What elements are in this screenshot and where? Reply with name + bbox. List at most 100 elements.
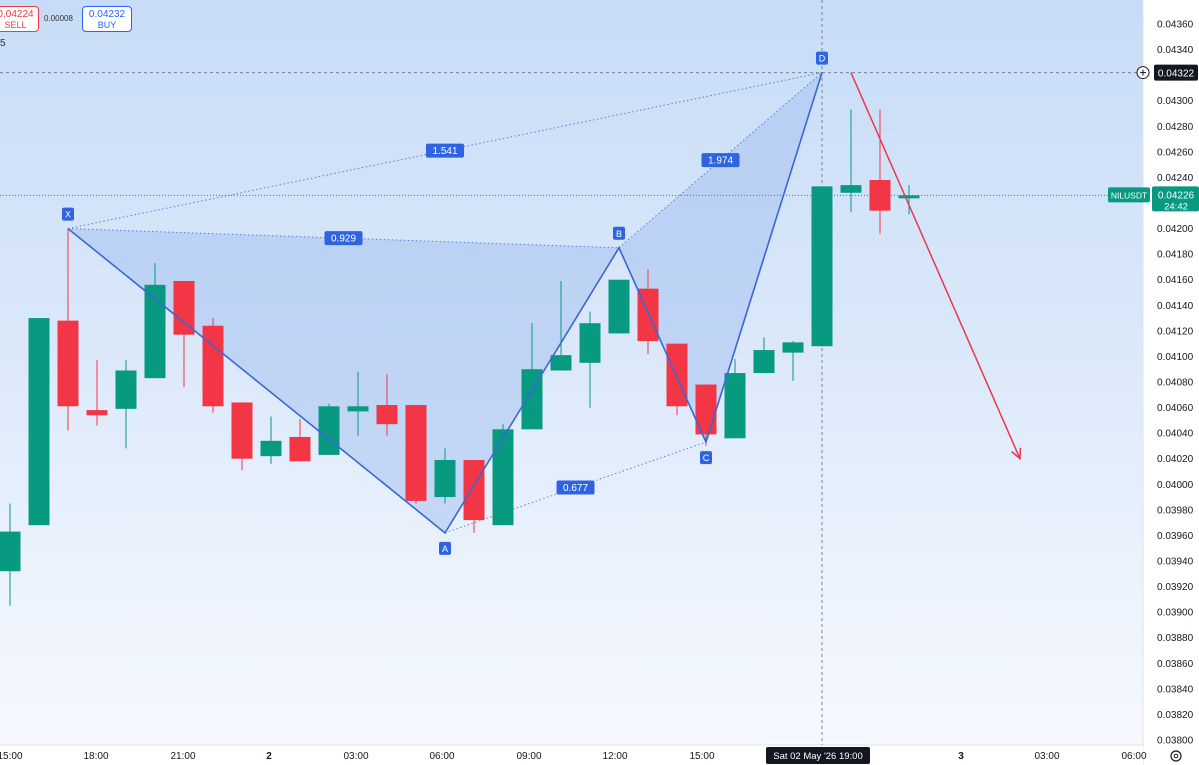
candle xyxy=(869,109,891,234)
y-tick-label: 0.04200 xyxy=(1157,224,1194,235)
countdown-label: 24:42 xyxy=(1164,201,1188,212)
x-tick-label: 15:00 xyxy=(689,751,714,762)
pattern-triangle-xab xyxy=(68,228,619,533)
y-tick-label: 0.03920 xyxy=(1157,582,1194,593)
sell-button[interactable]: 0.04224 SELL xyxy=(0,6,39,32)
crosshair-time-label: Sat 02 May '26 19:00 xyxy=(773,751,863,762)
candle-body xyxy=(376,405,398,425)
candle-body xyxy=(898,195,920,199)
x-tick-label: 03:00 xyxy=(1034,751,1059,762)
ratio-badge-bg xyxy=(701,153,740,168)
candle xyxy=(811,186,833,347)
candle-body xyxy=(463,459,485,521)
candle-body xyxy=(260,440,282,457)
candle-body xyxy=(782,342,804,353)
candle xyxy=(579,311,601,408)
candle-body xyxy=(492,429,514,526)
pattern-point-b: B xyxy=(613,226,625,240)
candle xyxy=(724,358,746,439)
candle xyxy=(86,360,108,426)
pattern-point-x: X xyxy=(62,207,74,221)
point-label: X xyxy=(65,210,71,220)
point-badge xyxy=(700,451,712,465)
pattern-point-c: C xyxy=(700,451,712,465)
x-tick-label: 21:00 xyxy=(170,751,195,762)
pattern-triangle-bcd xyxy=(619,72,822,443)
candle xyxy=(492,424,514,526)
candle-body xyxy=(869,179,891,211)
candle-body xyxy=(173,280,195,335)
y-tick-label: 0.04000 xyxy=(1157,480,1194,491)
y-tick-label: 0.04340 xyxy=(1157,45,1194,56)
pattern-point-a: A xyxy=(439,541,451,555)
x-tick-label: 12:00 xyxy=(602,751,627,762)
gear-icon[interactable] xyxy=(1170,750,1182,762)
y-tick-label: 0.04280 xyxy=(1157,122,1194,133)
candle-body xyxy=(347,406,369,412)
y-tick-label: 0.04100 xyxy=(1157,352,1194,363)
candle xyxy=(376,374,398,436)
ratio-badge: 0.929 xyxy=(324,231,363,246)
projection-arrow xyxy=(850,72,1021,460)
candle xyxy=(840,109,862,212)
ratio-badge: 1.541 xyxy=(426,143,464,158)
y-tick-label: 0.03900 xyxy=(1157,608,1194,619)
point-label: B xyxy=(616,229,622,239)
candle xyxy=(28,318,50,526)
candle-body xyxy=(0,531,21,572)
projection-arrow-head xyxy=(1011,447,1022,461)
pattern-point-d: D xyxy=(816,51,828,65)
candle-body xyxy=(202,325,224,407)
y-tick-label: 0.03880 xyxy=(1157,633,1194,644)
y-tick-label: 0.04300 xyxy=(1157,96,1194,107)
candle xyxy=(0,503,21,606)
candle xyxy=(115,360,137,449)
candle xyxy=(434,448,456,504)
spread-value: 0.00008 xyxy=(44,14,73,23)
point-badge xyxy=(439,541,451,555)
crosshair-time-tag xyxy=(766,747,870,764)
candle xyxy=(144,263,166,379)
x-tick-label: 15:00 xyxy=(0,751,23,762)
pattern-path xyxy=(67,72,823,535)
pattern-ratio-line xyxy=(618,72,823,249)
y-tick-label: 0.03860 xyxy=(1157,659,1194,670)
candle-body xyxy=(550,355,572,371)
interval-fragment: 5 xyxy=(0,38,6,49)
candle-body xyxy=(579,323,601,363)
crosshair-price-label: 0.04322 xyxy=(1158,69,1195,80)
buy-price: 0.04232 xyxy=(88,9,126,20)
candle-body xyxy=(231,402,253,459)
candle xyxy=(753,337,775,374)
candle xyxy=(695,384,717,446)
add-alert-icon[interactable] xyxy=(1136,66,1150,80)
candle xyxy=(202,318,224,413)
candle-body xyxy=(115,370,137,409)
candle xyxy=(173,280,195,388)
candle-body xyxy=(753,350,775,374)
ratio-badge: 0.677 xyxy=(556,480,595,495)
candle-body xyxy=(28,318,50,526)
ratio-label: 0.929 xyxy=(331,234,356,245)
point-label: C xyxy=(703,453,710,463)
ratio-badge-bg xyxy=(556,480,595,495)
crosshair-price-tag xyxy=(1154,64,1198,81)
y-tick-label: 0.04080 xyxy=(1157,378,1194,389)
y-tick-label: 0.04180 xyxy=(1157,250,1194,261)
y-tick-label: 0.04140 xyxy=(1157,301,1194,312)
x-tick-label: 06:00 xyxy=(1121,751,1146,762)
last-price-label: 0.04226 xyxy=(1158,190,1195,201)
candle-body xyxy=(840,185,862,193)
x-tick-label: 2 xyxy=(266,751,272,762)
candle xyxy=(347,371,369,436)
buy-label: BUY xyxy=(97,20,117,30)
y-tick-label: 0.03960 xyxy=(1157,531,1194,542)
candle xyxy=(57,228,79,431)
candle-body xyxy=(57,320,79,407)
y-tick-label: 0.04040 xyxy=(1157,429,1194,440)
buy-button[interactable]: 0.04232 BUY xyxy=(82,6,132,32)
y-tick-label: 0.04240 xyxy=(1157,173,1194,184)
candle xyxy=(898,185,920,215)
candle xyxy=(260,416,282,464)
